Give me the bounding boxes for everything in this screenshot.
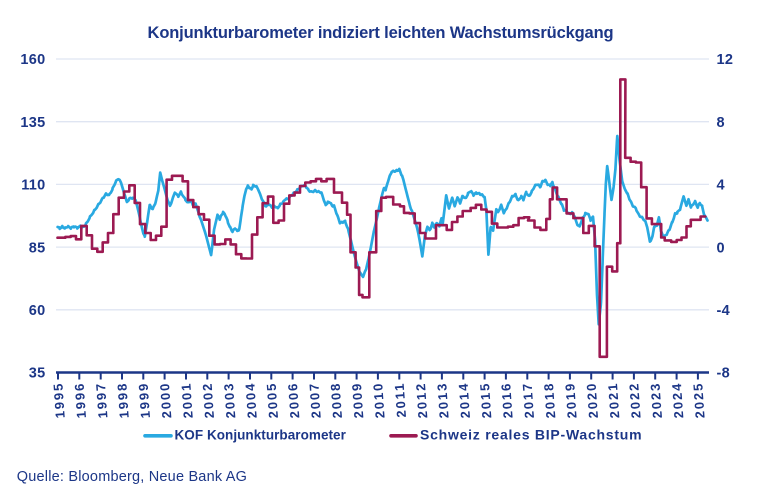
svg-text:Quelle: Bloomberg, Neue Bank A: Quelle: Bloomberg, Neue Bank AG bbox=[17, 469, 247, 485]
svg-text:Schweiz reales BIP-Wachstum: Schweiz reales BIP-Wachstum bbox=[420, 427, 642, 443]
svg-text:-4: -4 bbox=[717, 303, 731, 319]
svg-text:2019: 2019 bbox=[562, 381, 580, 418]
svg-text:2013: 2013 bbox=[434, 381, 452, 418]
svg-text:1996: 1996 bbox=[72, 381, 90, 418]
svg-text:110: 110 bbox=[21, 178, 45, 194]
svg-text:1998: 1998 bbox=[114, 381, 132, 418]
svg-text:2016: 2016 bbox=[498, 381, 516, 418]
svg-text:0: 0 bbox=[717, 240, 725, 256]
svg-text:4: 4 bbox=[717, 178, 725, 194]
svg-text:2000: 2000 bbox=[157, 381, 175, 418]
svg-text:2003: 2003 bbox=[221, 381, 239, 418]
svg-text:2014: 2014 bbox=[456, 381, 474, 418]
svg-text:Konjunkturbarometer indiziert: Konjunkturbarometer indiziert leichten W… bbox=[148, 24, 614, 42]
svg-text:2008: 2008 bbox=[328, 381, 346, 418]
svg-text:2024: 2024 bbox=[669, 381, 687, 418]
svg-text:2012: 2012 bbox=[413, 381, 431, 418]
svg-text:160: 160 bbox=[20, 52, 45, 68]
svg-text:2018: 2018 bbox=[541, 381, 559, 418]
svg-text:2006: 2006 bbox=[285, 381, 303, 418]
svg-text:2015: 2015 bbox=[477, 381, 495, 418]
svg-text:2023: 2023 bbox=[647, 381, 665, 418]
svg-text:2002: 2002 bbox=[200, 381, 218, 418]
svg-text:2017: 2017 bbox=[520, 381, 538, 418]
svg-text:-8: -8 bbox=[717, 366, 731, 382]
svg-text:135: 135 bbox=[20, 115, 45, 131]
svg-text:8: 8 bbox=[717, 115, 725, 131]
svg-text:2004: 2004 bbox=[242, 381, 260, 418]
svg-text:2025: 2025 bbox=[690, 381, 708, 418]
svg-text:2020: 2020 bbox=[584, 381, 602, 418]
svg-text:2001: 2001 bbox=[178, 381, 196, 418]
svg-text:1995: 1995 bbox=[50, 381, 68, 418]
svg-text:35: 35 bbox=[29, 366, 46, 382]
svg-text:85: 85 bbox=[29, 240, 46, 256]
svg-text:1997: 1997 bbox=[93, 381, 111, 418]
svg-text:2021: 2021 bbox=[605, 381, 623, 418]
svg-text:2011: 2011 bbox=[392, 381, 409, 418]
svg-text:12: 12 bbox=[717, 52, 734, 68]
svg-text:1999: 1999 bbox=[136, 381, 154, 418]
svg-text:2005: 2005 bbox=[264, 381, 282, 418]
svg-text:2010: 2010 bbox=[370, 381, 388, 418]
svg-text:2009: 2009 bbox=[349, 381, 367, 418]
svg-text:2022: 2022 bbox=[626, 381, 644, 418]
svg-text:2007: 2007 bbox=[306, 381, 324, 418]
svg-text:60: 60 bbox=[29, 303, 46, 319]
svg-text:KOF Konjunkturbarometer: KOF Konjunkturbarometer bbox=[175, 428, 347, 443]
